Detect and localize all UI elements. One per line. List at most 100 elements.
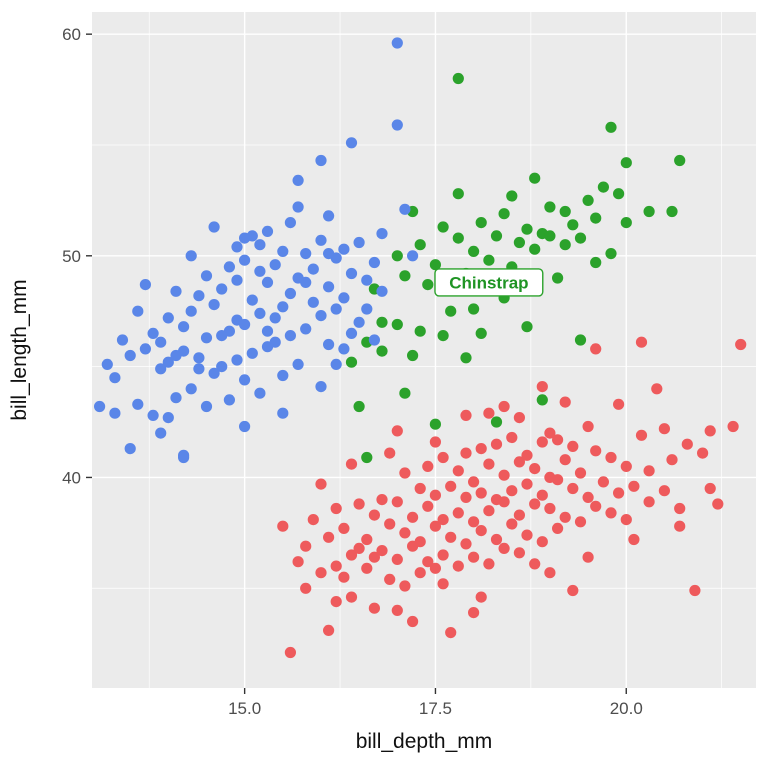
data-point [567, 219, 579, 231]
data-point [552, 434, 564, 446]
data-point [323, 210, 335, 222]
data-point [300, 582, 312, 594]
data-point [94, 400, 106, 413]
data-point [521, 223, 533, 235]
data-point [582, 194, 594, 206]
data-point [223, 394, 235, 406]
data-point [674, 520, 686, 532]
data-point [254, 307, 266, 319]
data-point [284, 217, 296, 229]
data-point [193, 352, 205, 364]
data-point [399, 527, 411, 539]
data-point [391, 496, 403, 508]
data-point [490, 416, 503, 428]
data-point [368, 509, 380, 521]
data-point [536, 394, 548, 406]
data-point [452, 72, 464, 85]
data-point [536, 381, 548, 393]
data-point [162, 412, 174, 424]
data-point [613, 487, 625, 499]
data-point [689, 584, 701, 597]
data-point [193, 290, 205, 302]
data-point [483, 458, 495, 470]
data-point [284, 330, 296, 342]
data-point [506, 518, 518, 530]
data-point [239, 318, 251, 331]
data-point [345, 327, 358, 339]
data-point [376, 228, 388, 240]
data-point [529, 558, 541, 570]
data-point [239, 374, 251, 386]
data-point [345, 267, 358, 280]
data-point [513, 456, 526, 468]
data-point [582, 420, 594, 433]
data-point [429, 489, 441, 501]
tick-label-y: 60 [62, 25, 81, 44]
tick-label-x: 15.0 [228, 699, 261, 718]
data-point [468, 303, 480, 315]
data-point [536, 436, 548, 448]
series-blue-cluster [94, 37, 419, 464]
data-point [323, 624, 335, 637]
data-point [315, 234, 327, 246]
data-point [422, 556, 434, 568]
data-point [330, 502, 342, 515]
data-point [384, 447, 396, 459]
data-point [422, 279, 434, 291]
data-point [139, 279, 151, 291]
data-point [506, 190, 518, 202]
data-point [391, 604, 403, 617]
data-point [162, 312, 174, 324]
data-point [277, 407, 289, 419]
data-point [300, 276, 312, 288]
data-point [635, 429, 648, 441]
data-point [391, 425, 403, 437]
data-point [200, 270, 213, 282]
data-point [254, 239, 266, 251]
data-point [376, 545, 388, 557]
data-point [147, 327, 159, 339]
data-point [216, 283, 228, 295]
data-point [559, 511, 571, 523]
data-point [216, 330, 228, 342]
data-point [483, 505, 495, 517]
data-point [445, 627, 457, 639]
data-point [307, 296, 319, 308]
data-point [613, 398, 625, 410]
data-point [178, 451, 190, 464]
data-point [552, 522, 564, 535]
data-point [429, 418, 441, 430]
data-point [643, 465, 655, 477]
data-point [429, 562, 441, 574]
data-point [414, 482, 426, 495]
data-point [200, 400, 213, 413]
data-point [414, 567, 426, 579]
data-point [536, 536, 548, 548]
data-point [307, 514, 319, 526]
data-point [353, 400, 365, 413]
data-point [704, 425, 716, 437]
data-point [613, 188, 625, 200]
annotation-label: Chinstrap [434, 268, 544, 297]
data-point [452, 188, 464, 200]
data-point [391, 37, 403, 49]
data-point [300, 540, 312, 552]
data-point [567, 584, 579, 597]
data-point [361, 451, 373, 464]
data-point [582, 551, 594, 563]
data-point [376, 345, 388, 357]
data-point [552, 474, 564, 486]
data-point [590, 212, 602, 224]
data-point [475, 217, 487, 229]
data-point [437, 578, 449, 590]
data-point [246, 294, 258, 306]
data-point [460, 538, 472, 550]
data-point [521, 321, 533, 333]
data-point [529, 243, 541, 255]
data-point [391, 553, 403, 566]
data-point [277, 520, 289, 532]
data-point [261, 325, 274, 337]
data-point [292, 174, 304, 186]
data-point [361, 303, 373, 315]
data-point [399, 387, 411, 399]
